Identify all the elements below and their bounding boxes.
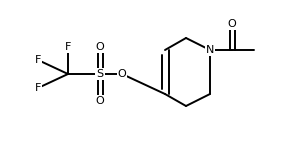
Text: F: F (65, 42, 71, 52)
Text: S: S (96, 69, 104, 79)
Text: O: O (96, 42, 104, 52)
Text: F: F (35, 55, 41, 65)
Text: O: O (228, 19, 236, 29)
Text: N: N (206, 45, 214, 55)
Text: O: O (118, 69, 126, 79)
Text: O: O (96, 96, 104, 106)
Text: F: F (35, 83, 41, 93)
